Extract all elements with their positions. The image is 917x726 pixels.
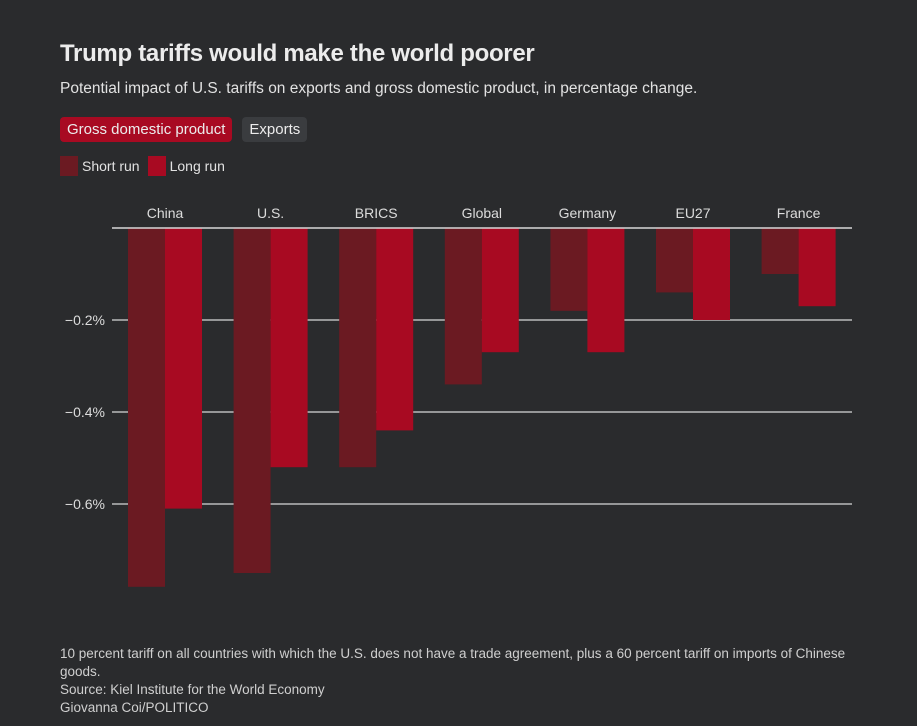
chart-subtitle: Potential impact of U.S. tariffs on expo… <box>60 80 698 97</box>
category-label: EU27 <box>675 205 710 221</box>
category-labels: China U.S. BRICS Global Germany EU27 France <box>147 205 821 221</box>
bar-eu27-long-run <box>693 228 730 320</box>
metric-tabs: Gross domestic product Exports <box>60 117 308 142</box>
source-text: Source: Kiel Institute for the World Eco… <box>60 682 325 697</box>
legend-item-short-run: Short run <box>60 156 140 176</box>
y-tick-label: −0.4% <box>65 404 105 420</box>
bar-france-long-run <box>798 228 836 307</box>
bar-china-long-run <box>165 228 202 509</box>
bar-global-short-run <box>444 228 482 385</box>
bars <box>128 228 836 587</box>
footnote-text: 10 percent tariff on all countries with … <box>60 646 846 679</box>
bar-us-short-run <box>233 228 271 573</box>
bar-germany-short-run <box>550 228 588 311</box>
legend-item-long-run: Long run <box>147 156 225 176</box>
footnotes: 10 percent tariff on all countries with … <box>60 645 860 717</box>
y-axis-labels: −0.2% −0.4% −0.6% <box>65 312 105 512</box>
credit-text: Giovanna Coi/POLITICO <box>60 700 209 715</box>
bar-brics-long-run <box>376 228 414 431</box>
category-label: China <box>147 205 184 221</box>
bar-brics-short-run <box>339 228 377 468</box>
y-tick-label: −0.2% <box>65 312 105 328</box>
chart-title: Trump tariffs would make the world poore… <box>60 40 535 67</box>
bar-us-long-run <box>270 228 308 468</box>
bar-germany-long-run <box>587 228 625 353</box>
y-tick-label: −0.6% <box>65 496 105 512</box>
bar-eu27-short-run <box>656 228 693 293</box>
legend-swatch-long-run <box>147 156 166 176</box>
tab-gdp[interactable]: Gross domestic product <box>60 117 233 142</box>
category-label: France <box>777 205 821 221</box>
category-label: Germany <box>559 205 617 221</box>
legend: Short run Long run <box>60 156 233 176</box>
legend-label-long-run: Long run <box>169 158 225 174</box>
bar-china-short-run <box>128 228 165 587</box>
category-label: Global <box>462 205 502 221</box>
legend-label-short-run: Short run <box>82 158 140 174</box>
tab-exports[interactable]: Exports <box>242 117 308 142</box>
bar-global-long-run <box>481 228 519 353</box>
bar-france-short-run <box>761 228 799 274</box>
legend-swatch-short-run <box>60 156 78 176</box>
category-label: U.S. <box>257 205 284 221</box>
category-label: BRICS <box>355 205 398 221</box>
